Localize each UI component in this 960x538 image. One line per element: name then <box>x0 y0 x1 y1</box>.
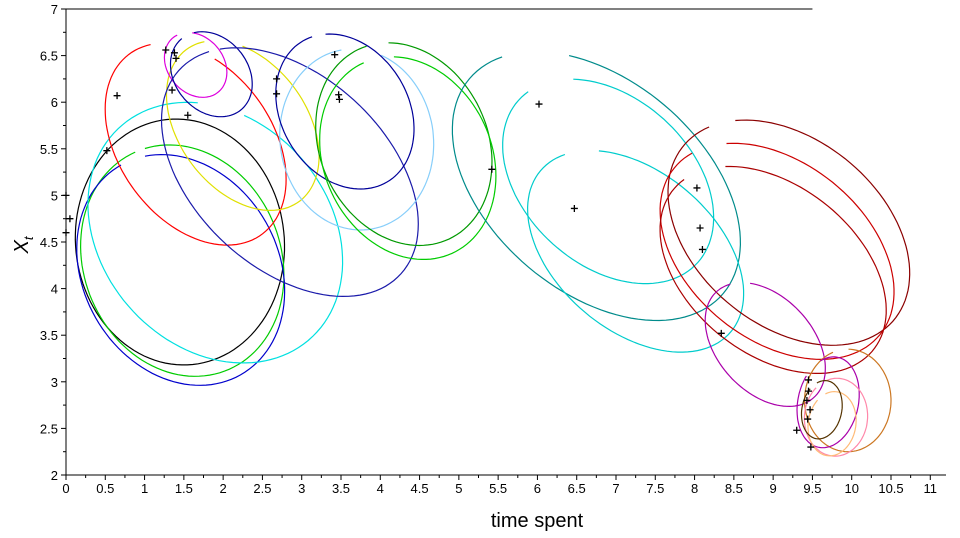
axes-layer: 0 0.5 1 1.5 2 2.5 3 3.5 4 4.5 5 5.5 6 6.5 7 7.5 8 8.5 9 9.5… <box>40 2 946 496</box>
series-curve-5 <box>165 41 320 212</box>
y-tick-label: 6.5 <box>40 49 58 64</box>
x-tick-label: 4.5 <box>411 481 429 496</box>
data-point-marker <box>570 204 578 212</box>
x-tick-label: 3.5 <box>332 481 350 496</box>
x-tick-label: 8 <box>691 481 698 496</box>
x-tick-label: 7.5 <box>646 481 664 496</box>
data-point-marker <box>805 376 812 384</box>
y-tick-label: 3 <box>51 375 58 390</box>
series-curve-8 <box>160 47 419 298</box>
series-curve-1 <box>79 144 285 377</box>
y-tick-label: 5 <box>51 188 58 203</box>
series-curve-0 <box>74 118 286 366</box>
data-point-marker <box>184 111 192 119</box>
curves-layer <box>74 31 911 457</box>
y-axis-title-sub: t <box>21 235 36 240</box>
data-point-marker <box>805 387 812 395</box>
series-curve-19 <box>704 282 826 408</box>
series-curve-4 <box>104 44 287 246</box>
x-tick-label: 6.5 <box>568 481 586 496</box>
x-tick-label: 11 <box>924 481 938 496</box>
data-point-marker <box>168 86 176 94</box>
x-tick-label: 8.5 <box>725 481 743 496</box>
x-tick-label: 5.5 <box>489 481 507 496</box>
data-point-marker <box>693 184 701 192</box>
y-tick-label: 4.5 <box>40 235 58 250</box>
series-curve-16 <box>667 119 911 346</box>
markers-layer <box>62 46 815 451</box>
series-curve-23 <box>807 390 857 457</box>
series-curve-18 <box>659 165 887 374</box>
y-tick-label: 2 <box>51 468 58 483</box>
series-curve-14 <box>502 78 715 285</box>
data-point-marker <box>170 49 178 57</box>
data-point-marker <box>698 245 706 253</box>
data-point-marker <box>103 147 111 155</box>
y-axis-title-main: X <box>11 239 33 254</box>
data-point-marker <box>803 396 811 404</box>
x-tick-label: 0.5 <box>96 481 114 496</box>
data-point-marker <box>335 95 343 103</box>
series-curve-9 <box>279 49 435 231</box>
x-tick-label: 1 <box>141 481 148 496</box>
x-tick-label: 5 <box>455 481 462 496</box>
series-curve-10 <box>275 33 415 190</box>
data-point-marker <box>273 75 281 83</box>
data-point-marker <box>172 54 180 62</box>
series-curve-2 <box>76 153 286 386</box>
data-point-marker <box>535 100 543 108</box>
series-curve-7 <box>169 31 253 118</box>
data-point-marker <box>806 406 814 414</box>
data-point-marker <box>696 224 704 232</box>
x-tick-label: 2.5 <box>253 481 271 496</box>
y-tick-label: 2.5 <box>40 421 58 436</box>
series-curve-17 <box>659 142 895 361</box>
x-tick-label: 10 <box>844 481 858 496</box>
series-curve-12 <box>319 56 497 260</box>
series-curve-24 <box>800 380 843 440</box>
series-curve-21 <box>796 356 860 449</box>
x-tick-label: 4 <box>377 481 384 496</box>
data-point-marker <box>273 90 281 98</box>
x-tick-label: 3 <box>298 481 305 496</box>
x-tick-label: 2 <box>220 481 227 496</box>
data-point-marker <box>66 215 74 223</box>
data-point-marker <box>331 51 339 59</box>
x-tick-label: 0 <box>62 481 69 496</box>
y-tick-label: 6 <box>51 95 58 110</box>
series-curve-20 <box>803 348 892 453</box>
series-curve-3 <box>87 101 344 364</box>
y-tick-label: 7 <box>51 2 58 17</box>
y-axis-title: Xt <box>11 235 36 254</box>
series-curve-15 <box>526 150 745 353</box>
x-tick-label: 6 <box>534 481 541 496</box>
data-point-marker <box>793 426 801 434</box>
series-curve-6 <box>163 32 228 98</box>
x-tick-label: 9.5 <box>803 481 821 496</box>
data-point-marker <box>335 91 343 99</box>
y-tick-label: 3.5 <box>40 328 58 343</box>
x-tick-label: 10.5 <box>878 481 903 496</box>
y-tick-label: 5.5 <box>40 142 58 157</box>
data-point-marker <box>804 415 812 423</box>
x-tick-label: 1.5 <box>175 481 193 496</box>
x-tick-label: 9 <box>770 481 777 496</box>
x-tick-label: 7 <box>612 481 619 496</box>
data-point-marker <box>162 46 170 54</box>
data-point-marker <box>807 443 815 451</box>
data-point-marker <box>488 165 496 173</box>
data-point-marker <box>113 92 121 100</box>
series-curve-11 <box>315 42 493 247</box>
svg-text:Xt: Xt <box>11 235 36 254</box>
series-curve-13 <box>451 55 742 322</box>
x-axis-title: time spent <box>491 510 584 532</box>
series-curve-22 <box>803 377 869 457</box>
y-tick-label: 4 <box>51 282 58 297</box>
data-point-marker <box>717 329 725 337</box>
